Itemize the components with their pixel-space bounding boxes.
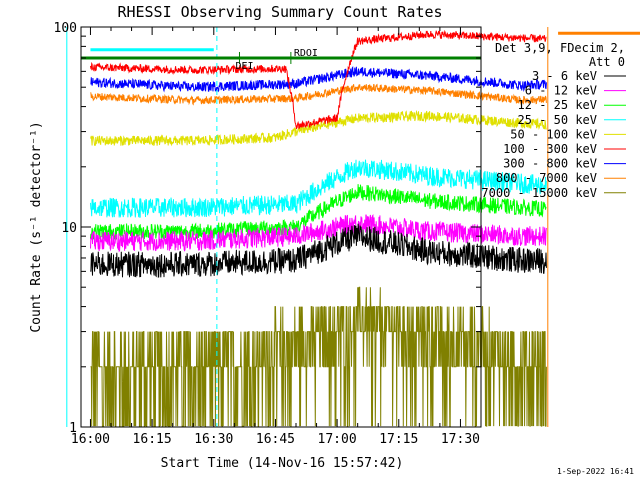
- x-axis-label: Start Time (14-Nov-16 15:57:42): [161, 456, 404, 471]
- y-tick-label-1: 10: [61, 221, 77, 236]
- legend-label-1: 6 - 12 keV: [525, 84, 597, 98]
- legend-label-6: 300 - 800 keV: [503, 157, 597, 171]
- legend-label-4: 50 - 100 keV: [510, 127, 597, 141]
- legend-label-0: 3 - 6 keV: [532, 69, 597, 83]
- annotation-dei: DEI: [235, 61, 253, 72]
- legend-label-7: 800 - 7000 keV: [496, 171, 597, 185]
- x-axis: 16:00 16:15 16:30 16:45 17:00 17:15 17:30: [71, 27, 480, 447]
- plot-area: RDOI DEI: [66, 27, 640, 427]
- series-7000-15000kev: [90, 286, 547, 427]
- legend-label-5: 100 - 300 keV: [503, 142, 597, 156]
- chart-title: RHESSI Observing Summary Count Rates: [117, 3, 442, 21]
- y-axis-label: Count Rate (s⁻¹ detector⁻¹): [29, 121, 44, 332]
- x-tick-label-1: 16:15: [133, 432, 172, 447]
- series-25-50kev: [90, 159, 547, 219]
- y-axis: 1 10 100: [54, 21, 481, 436]
- x-tick-label-3: 16:45: [256, 432, 295, 447]
- series-100-300kev: [90, 29, 547, 129]
- y-tick-label-0: 1: [69, 421, 77, 436]
- legend-header-line1: Det 3,9, FDecim 2,: [495, 41, 625, 55]
- legend-header-line2: Att 0: [589, 55, 625, 69]
- x-tick-label-4: 17:00: [318, 432, 357, 447]
- legend-label-3: 25 - 50 keV: [518, 113, 597, 127]
- series-3-6kev: [90, 223, 547, 278]
- series-300-800kev: [90, 66, 547, 93]
- series-12-25kev: [90, 184, 547, 241]
- annotation-rdoi: RDOI: [294, 48, 318, 59]
- generation-date: 1-Sep-2022 16:41: [557, 467, 634, 476]
- series-6-12kev: [90, 214, 547, 253]
- y-tick-label-2: 100: [54, 21, 77, 36]
- x-tick-label-0: 16:00: [71, 432, 110, 447]
- legend-label-8: 7000 - 15000 keV: [481, 186, 597, 200]
- x-tick-label-6: 17:30: [441, 432, 480, 447]
- x-tick-label-2: 16:30: [194, 432, 233, 447]
- x-tick-label-5: 17:15: [379, 432, 418, 447]
- legend-label-2: 12 - 25 keV: [518, 98, 597, 112]
- series-800-7000kev: [90, 83, 547, 106]
